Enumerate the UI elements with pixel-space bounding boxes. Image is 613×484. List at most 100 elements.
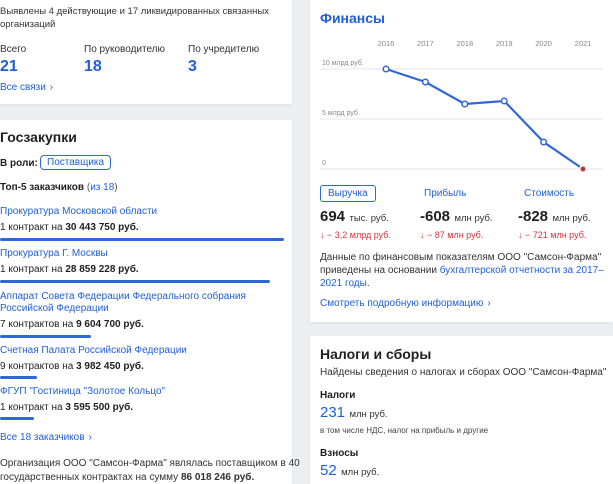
taxes-unit: млн руб. xyxy=(349,409,388,420)
x-tick-label: 2017 xyxy=(417,39,434,48)
finance-note-text: приведены на основании xyxy=(320,265,437,276)
contract-sum: 30 443 750 руб. xyxy=(65,222,139,233)
x-tick-label: 2018 xyxy=(456,39,473,48)
fees-amount: 52 млн руб. xyxy=(320,462,379,480)
stat-by-director-value[interactable]: 18 xyxy=(84,58,102,75)
more-info-link[interactable]: Смотреть подробную информацию › xyxy=(320,298,491,309)
customer-contracts: 7 контрактов на 9 604 700 руб. xyxy=(0,319,144,330)
stat-by-founder-label: По учредителю xyxy=(188,44,260,55)
customer-name[interactable]: ФГУП "Гостиница "Золотое Кольцо" xyxy=(0,386,166,397)
fees-value: 52 xyxy=(320,462,337,479)
taxes-card: Налоги и сборы Найдены сведения о налога… xyxy=(310,336,613,484)
metric-profit-unit: млн руб. xyxy=(454,213,493,224)
metric-revenue-delta: ↓ − 3,2 млрд руб. xyxy=(320,230,391,240)
top-customers-heading: Топ-5 заказчиков (из 18) xyxy=(0,182,118,193)
stat-total-value[interactable]: 21 xyxy=(0,58,18,75)
contract-count: 1 контракт на xyxy=(0,402,63,413)
customer-name-line2[interactable]: Российской Федерации xyxy=(0,303,109,314)
metric-revenue: 694 тыс. руб. xyxy=(320,208,389,226)
top-customers-label: Топ-5 заказчиков xyxy=(0,182,85,193)
customer-name[interactable]: Счетная Палата Российской Федерации xyxy=(0,345,187,356)
y-tick-label: 0 xyxy=(322,160,326,167)
contract-count: 1 контракт на xyxy=(0,222,63,233)
stat-by-founder-value[interactable]: 3 xyxy=(188,58,197,75)
more-info-label: Смотреть подробную информацию xyxy=(320,298,484,309)
finance-note-line2: приведены на основании бухгалтерской отч… xyxy=(320,265,604,276)
data-point[interactable] xyxy=(461,100,469,108)
customer-share-bar xyxy=(0,238,284,241)
tab-profit[interactable]: Прибыль xyxy=(424,188,467,199)
taxes-amount: 231 млн руб. xyxy=(320,404,388,422)
series-line xyxy=(385,67,584,170)
x-tick-label: 2020 xyxy=(535,39,552,48)
procurement-card: Госзакупки В роли: Поставщика Топ-5 зака… xyxy=(0,120,300,484)
customer-share-bar xyxy=(0,280,270,283)
contract-sum: 3 982 450 руб. xyxy=(76,361,144,372)
customer-contracts: 1 контракт на 28 859 228 руб. xyxy=(0,264,139,275)
contract-sum: 3 595 500 руб. xyxy=(65,402,134,413)
customer-name[interactable]: Аппарат Совета Федерации Федерального со… xyxy=(0,291,246,302)
finance-card: Финансы 10 млрд руб. 5 млрд руб. 0 2016 2017… xyxy=(310,0,613,322)
y-tick-label: 5 млрд руб. xyxy=(322,109,360,117)
taxes-title: Налоги и сборы xyxy=(320,346,432,362)
tab-revenue[interactable]: Выручка xyxy=(320,185,376,202)
all-links-label: Все связи xyxy=(0,82,46,93)
top-customers-count-link[interactable]: из 18 xyxy=(90,182,115,193)
top-paren-close: ) xyxy=(114,182,118,193)
metric-value-unit: млн руб. xyxy=(552,213,591,224)
customer-share-bar xyxy=(0,417,34,420)
finance-chart: 10 млрд руб. 5 млрд руб. 0 2016 2017 2018 2019… xyxy=(320,39,603,173)
taxes-value: 231 xyxy=(320,404,346,421)
stat-by-director-label: По руководителю xyxy=(84,44,166,55)
procurement-summary-line2: государственных контрактах на сумму 86 0… xyxy=(0,472,254,483)
taxes-note: в том числе НДС, налог на прибыль и друг… xyxy=(320,426,489,435)
taxes-label: Налоги xyxy=(320,390,356,401)
metric-value-value: -828 xyxy=(518,208,549,225)
data-point[interactable] xyxy=(421,78,429,86)
chevron-right-icon: › xyxy=(88,432,92,443)
chevron-right-icon: › xyxy=(487,298,491,309)
metric-revenue-unit: тыс. руб. xyxy=(349,213,389,224)
metric-profit-delta: ↓ − 87 млн руб. xyxy=(420,230,484,240)
metric-value-delta: ↓ − 721 млн руб. xyxy=(518,230,587,240)
metric-profit: -608 млн руб. xyxy=(420,208,493,226)
customer-name[interactable]: Прокуратура Московской области xyxy=(0,206,158,217)
contract-sum: 28 859 228 руб. xyxy=(65,264,139,275)
role-supplier-tag[interactable]: Поставщика xyxy=(40,155,112,170)
tab-value[interactable]: Стоимость xyxy=(524,188,575,199)
data-point[interactable] xyxy=(540,138,548,146)
fees-label: Взносы xyxy=(320,448,359,459)
role-label: В роли: xyxy=(0,158,38,169)
accounting-report-link[interactable]: бухгалтерской отчетности за 2017– xyxy=(439,265,604,276)
all-customers-link[interactable]: Все 18 заказчиков › xyxy=(0,432,92,443)
data-point[interactable] xyxy=(382,65,390,73)
contract-count: 1 контракт на xyxy=(0,264,63,275)
customer-share-bar xyxy=(0,335,91,338)
fees-unit: млн руб. xyxy=(341,467,380,478)
accounting-report-link-2[interactable]: 2021 годы xyxy=(320,278,367,289)
contract-sum: 9 604 700 руб. xyxy=(76,319,144,330)
links-card: Выявлены 4 действующие и 17 ликвидирован… xyxy=(0,0,292,104)
customer-contracts: 1 контракт на 30 443 750 руб. xyxy=(0,222,139,233)
procurement-summary-line1: Организация ООО "Самсон-Фарма" являлась … xyxy=(0,458,300,469)
customer-name[interactable]: Прокуратура Г. Москвы xyxy=(0,248,108,259)
all-links-link[interactable]: Все связи › xyxy=(0,82,53,93)
top-paren-open: ( xyxy=(86,182,91,193)
data-point[interactable] xyxy=(579,165,587,173)
metric-value: -828 млн руб. xyxy=(518,208,591,226)
data-point[interactable] xyxy=(500,97,508,105)
links-intro: Выявлены 4 действующие и 17 ликвидирован… xyxy=(0,6,270,17)
finance-note-line1: Данные по финансовым показателям ООО "Са… xyxy=(320,252,602,263)
x-tick-label: 2019 xyxy=(496,39,513,48)
stat-total-label: Всего xyxy=(0,44,27,55)
customer-contracts: 1 контракт на 3 595 500 руб. xyxy=(0,402,133,413)
finance-note-line3: 2021 годы. xyxy=(320,278,370,289)
all-customers-label: Все 18 заказчиков xyxy=(0,432,85,443)
taxes-intro: Найдены сведения о налогах и сборах ООО … xyxy=(320,367,607,378)
links-intro-2: организаций xyxy=(0,19,56,30)
procurement-title: Госзакупки xyxy=(0,129,77,145)
customer-contracts: 9 контрактов на 3 982 450 руб. xyxy=(0,361,144,372)
metric-profit-value: -608 xyxy=(420,208,451,225)
chevron-right-icon: › xyxy=(49,82,54,93)
finance-note-end: . xyxy=(366,278,370,289)
